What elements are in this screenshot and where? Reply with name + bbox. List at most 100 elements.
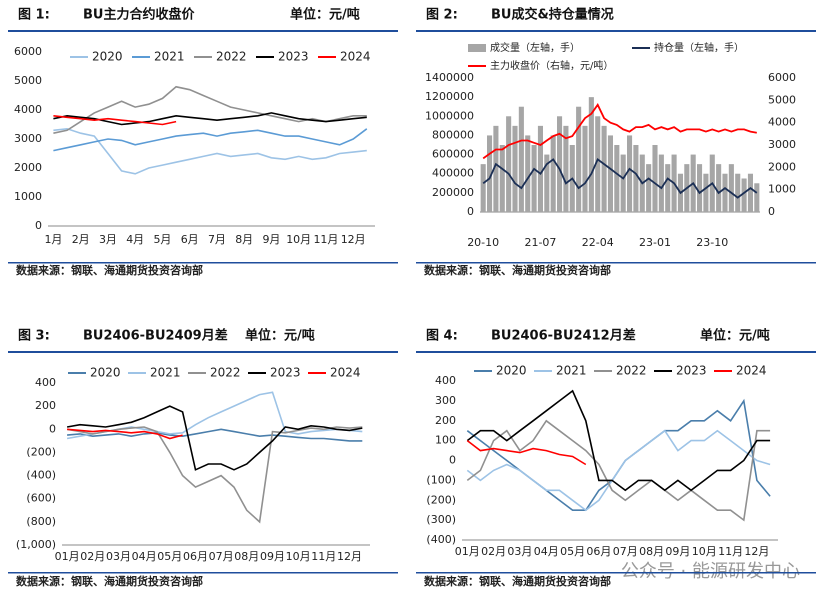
source-rule: [8, 262, 398, 264]
y-tick-label: 300: [435, 394, 456, 407]
source-rule: [8, 572, 398, 574]
volume-bar: [728, 164, 734, 212]
y-tick-label: 100: [435, 434, 456, 447]
volume-bar: [557, 116, 563, 212]
x-tick-label: 03月: [507, 545, 532, 558]
series-line: [53, 112, 367, 126]
x-tick-label: 03月: [106, 550, 131, 563]
x-tick-label: 08月: [234, 550, 259, 563]
volume-bar: [747, 173, 753, 212]
x-tick-label: 1月: [44, 233, 62, 246]
x-tick-label: 8月: [235, 233, 253, 246]
x-tick-label: 09月: [665, 545, 690, 558]
x-tick-label: 12月: [337, 550, 362, 563]
volume-bar: [601, 125, 607, 212]
volume-bar: [537, 125, 543, 212]
series-line: [67, 428, 363, 442]
watermark: 公众号 · 能源研发中心: [621, 561, 800, 582]
x-tick-label: 12月: [341, 233, 366, 246]
x-tick-label: 9月: [262, 233, 280, 246]
y-tick-label: 0: [467, 205, 474, 218]
volume-bar: [716, 164, 722, 212]
series-line: [482, 103, 757, 160]
figure-label: 图 1:: [18, 8, 50, 23]
legend-swatch: [468, 44, 486, 52]
y2-tick-label: 5000: [768, 93, 796, 106]
y-tick-label: 200000: [432, 186, 474, 199]
x-tick-label: 02月: [481, 545, 506, 558]
volume-bar: [722, 173, 728, 212]
y-tick-label: (800): [26, 515, 56, 528]
volume-bar: [646, 164, 652, 212]
y-tick-label: 400000: [432, 167, 474, 180]
legend-label: 2020: [92, 50, 123, 64]
volume-bar: [544, 154, 550, 212]
figure-title: BU2406-BU2412月差: [491, 328, 636, 344]
y-tick-label: 1000: [14, 190, 42, 203]
legend-label: 2021: [556, 364, 587, 378]
legend-label: 2021: [154, 50, 185, 64]
y-tick-label: 0: [449, 454, 456, 467]
header-rule: [8, 351, 398, 353]
series-line: [66, 405, 363, 471]
series-line: [53, 85, 367, 134]
series-line: [466, 398, 771, 511]
figure-title: BU2406-BU2409月差: [83, 328, 228, 344]
volume-bar: [487, 135, 493, 212]
x-tick-label: 10月: [286, 233, 311, 246]
source-note: 数据来源：钢联、海通期货投资咨询部: [16, 574, 203, 588]
figure-label: 图 2:: [426, 8, 458, 23]
series-line: [466, 429, 771, 512]
x-tick-label: 12月: [744, 545, 769, 558]
y-tick-label: 0: [49, 422, 56, 435]
legend-label: 2024: [340, 50, 371, 64]
x-tick-label: 09月: [260, 550, 285, 563]
series-line: [66, 426, 363, 524]
legend-label: 2020: [496, 364, 527, 378]
volume-bar: [506, 116, 512, 212]
y-tick-label: 200: [35, 399, 56, 412]
series-line: [53, 127, 367, 175]
y-tick-label: 1000000: [425, 109, 474, 122]
volume-bar: [582, 125, 588, 212]
legend-label: 2024: [330, 366, 361, 380]
volume-bar: [563, 125, 569, 212]
x-tick-label: 21-07: [524, 236, 556, 249]
x-tick-label: 07月: [209, 550, 234, 563]
x-tick-label: 02月: [80, 550, 105, 563]
legend-label: 持仓量（左轴，手）: [654, 41, 744, 54]
volume-bar: [576, 106, 582, 212]
x-tick-label: 07月: [613, 545, 638, 558]
source-note: 数据来源：钢联、海通期货投资咨询部: [424, 574, 611, 588]
volume-bar: [754, 183, 760, 212]
y-tick-label: (600): [26, 492, 56, 505]
y-tick-label: (200): [26, 445, 56, 458]
volume-bar: [741, 178, 747, 212]
volume-bar: [627, 135, 633, 212]
figure-title: BU主力合约收盘价: [83, 7, 195, 23]
figure-label: 图 4:: [426, 329, 458, 344]
volume-bar: [735, 173, 741, 212]
y-tick-label: 3000: [14, 132, 42, 145]
x-tick-label: 06月: [586, 545, 611, 558]
y-tick-label: 0: [35, 219, 42, 232]
figure-label: 图 3:: [18, 329, 50, 344]
source-rule: [416, 262, 816, 264]
unit-label: 单位：元/吨: [700, 328, 770, 344]
volume-bar: [633, 145, 639, 212]
x-tick-label: 10月: [286, 550, 311, 563]
volume-bar: [525, 135, 531, 212]
volume-bar: [652, 145, 658, 212]
x-tick-label: 05月: [560, 545, 585, 558]
y-tick-label: (400): [426, 533, 456, 546]
y2-tick-label: 0: [768, 205, 775, 218]
volume-bar: [614, 145, 620, 212]
volume-bar: [697, 164, 703, 212]
volume-bar: [493, 125, 499, 212]
source-rule: [416, 572, 816, 574]
source-note: 数据来源：钢联、海通期货投资咨询部: [424, 263, 611, 277]
x-tick-label: 7月: [208, 233, 226, 246]
y-tick-label: 1400000: [425, 71, 474, 84]
x-tick-label: 11月: [718, 545, 743, 558]
